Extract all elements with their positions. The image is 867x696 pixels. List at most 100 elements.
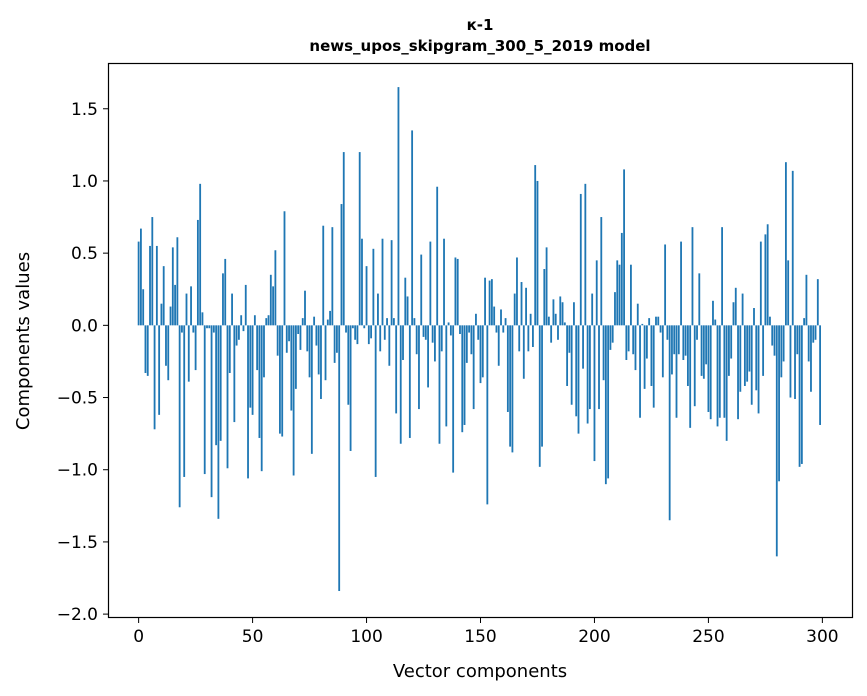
bar (304, 291, 306, 326)
bar (680, 242, 682, 326)
bar (402, 325, 404, 360)
bar (507, 325, 509, 412)
y-tick-label: −0.5 (57, 389, 98, 409)
bar (277, 325, 279, 355)
bar (436, 187, 438, 326)
bar (388, 325, 390, 365)
bar (562, 302, 564, 325)
bar (181, 325, 183, 332)
bar (685, 325, 687, 355)
bar (653, 325, 655, 407)
bar (347, 325, 349, 404)
bar (179, 325, 181, 507)
bar (584, 184, 586, 326)
bar (696, 325, 698, 339)
bar (409, 325, 411, 438)
bar (352, 325, 354, 328)
bar (149, 246, 151, 325)
bar (783, 325, 785, 361)
bar (657, 317, 659, 326)
bar (480, 325, 482, 383)
x-tick-label: 300 (806, 627, 838, 647)
bar (441, 325, 443, 351)
bar (300, 325, 302, 350)
bar (803, 318, 805, 325)
bar (616, 260, 618, 325)
bar (698, 273, 700, 325)
bar (755, 325, 757, 390)
bar (578, 325, 580, 433)
bar (211, 325, 213, 497)
bar (398, 87, 400, 325)
bar (229, 325, 231, 373)
bar (532, 325, 534, 347)
bar (710, 325, 712, 419)
bar (514, 294, 516, 326)
bar (712, 301, 714, 326)
bar (459, 325, 461, 334)
bar (379, 325, 381, 351)
bar (669, 325, 671, 520)
bar (614, 292, 616, 325)
bar (341, 204, 343, 325)
bar (749, 325, 751, 371)
bar (635, 325, 637, 370)
bar (167, 325, 169, 380)
y-tick-label: 0.5 (71, 244, 98, 264)
bar (163, 266, 165, 325)
bar (372, 249, 374, 326)
bar (694, 325, 696, 406)
x-tick-label: 200 (578, 627, 610, 647)
bar (140, 229, 142, 326)
bar (660, 325, 662, 332)
bar (484, 278, 486, 326)
bar (662, 325, 664, 377)
bar (443, 239, 445, 326)
chart-title: к-1 (467, 16, 494, 34)
y-tick-label: 1.5 (71, 100, 98, 120)
bar (297, 325, 299, 334)
bar (737, 325, 739, 419)
bar (496, 325, 498, 332)
y-tick-label: −1.0 (57, 461, 98, 481)
bar (222, 273, 224, 325)
bar (553, 299, 555, 325)
bar (161, 304, 163, 326)
bar (450, 325, 452, 335)
bar (382, 239, 384, 326)
bar (817, 279, 819, 325)
bar (555, 314, 557, 326)
bar (227, 325, 229, 468)
bar (557, 325, 559, 339)
bar (418, 325, 420, 409)
bar (284, 211, 286, 325)
bar (413, 318, 415, 325)
bar (336, 325, 338, 352)
bar (774, 325, 776, 355)
bar (197, 220, 199, 325)
bar (217, 325, 219, 518)
bar (664, 244, 666, 325)
bar (812, 325, 814, 342)
bar (787, 260, 789, 325)
bar (623, 169, 625, 325)
bar (407, 296, 409, 325)
bar (539, 325, 541, 467)
bar (742, 294, 744, 326)
bar (728, 325, 730, 376)
bar (739, 325, 741, 391)
bar (505, 318, 507, 325)
bar (596, 260, 598, 325)
bar (719, 325, 721, 417)
bar (256, 325, 258, 370)
bar (172, 247, 174, 325)
bar (249, 325, 251, 407)
bar (265, 318, 267, 325)
bar (199, 184, 201, 326)
bar (252, 325, 254, 415)
bar (188, 325, 190, 381)
bar (411, 130, 413, 325)
bar (518, 325, 520, 351)
bar (206, 325, 208, 328)
bar (799, 325, 801, 467)
